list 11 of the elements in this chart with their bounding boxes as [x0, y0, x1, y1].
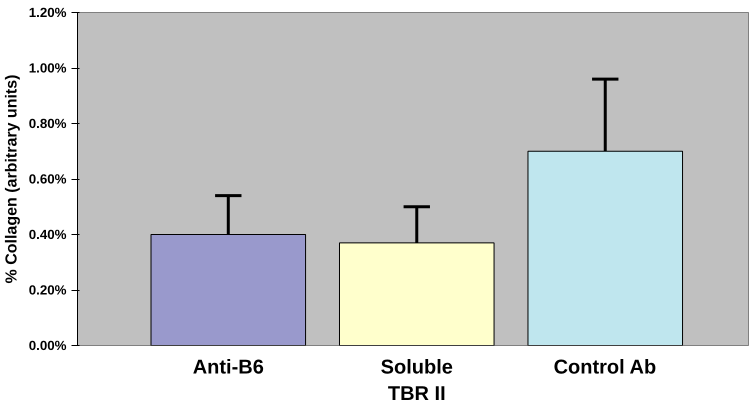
- y-tick-label: 0.80%: [28, 116, 67, 131]
- y-tick-label: 1.00%: [28, 60, 67, 76]
- y-tick-label: 1.20%: [28, 5, 67, 20]
- y-tick-label: 0.40%: [28, 227, 67, 242]
- y-tick-label: 0.00%: [28, 338, 67, 353]
- x-tick-label: Control Ab: [554, 356, 656, 378]
- x-tick-label: Anti-B6: [192, 356, 264, 378]
- y-tick-label: 0.60%: [28, 172, 67, 186]
- x-tick-label: Soluble TBR II: [380, 356, 453, 405]
- y-axis-title: % Collagen (arbitrary units): [4, 74, 21, 284]
- y-tick-label: 0.20%: [28, 282, 67, 298]
